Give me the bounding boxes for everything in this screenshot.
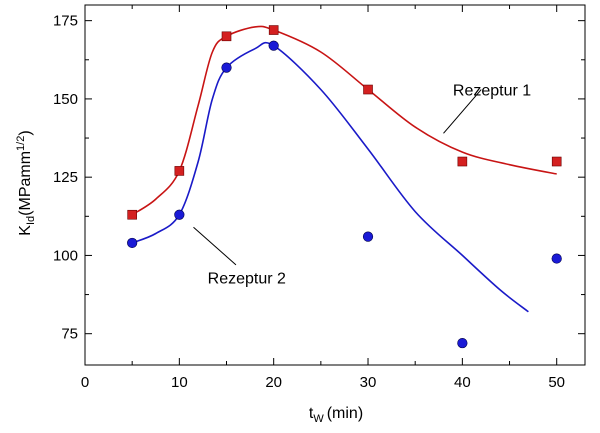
point-rezeptur-2 — [268, 40, 279, 51]
x-tick-label: 30 — [360, 374, 377, 391]
point-rezeptur-2 — [551, 253, 562, 264]
x-axis-label: tW (min) — [309, 405, 363, 425]
point-rezeptur-1 — [127, 209, 137, 220]
point-rezeptur-1 — [174, 166, 185, 176]
y-tick-label: 75 — [61, 326, 78, 343]
annotation-rezeptur-2: Rezeptur 2 — [208, 270, 286, 287]
point-rezeptur-1 — [268, 25, 279, 35]
x-tick-label: 0 — [81, 374, 89, 391]
x-tick-label: 40 — [454, 374, 471, 391]
point-rezeptur-1 — [363, 84, 373, 95]
point-rezeptur-1 — [221, 31, 232, 42]
curve-rezeptur-1 — [131, 25, 557, 216]
curve-rezeptur-2 — [131, 41, 529, 313]
point-rezeptur-2 — [221, 62, 232, 73]
pointer-rezeptur-2 — [193, 226, 237, 266]
y-tick-label: 125 — [53, 169, 78, 186]
series-curves — [131, 25, 557, 313]
plot-frame — [84, 4, 586, 366]
point-rezeptur-2 — [362, 231, 374, 242]
plot-area — [84, 4, 586, 366]
x-tick-label: 10 — [171, 374, 188, 391]
point-rezeptur-1 — [551, 156, 562, 167]
point-rezeptur-2 — [174, 209, 185, 220]
annotation-rezeptur-1: Rezeptur 1 — [453, 83, 531, 100]
point-rezeptur-2 — [457, 337, 468, 349]
data-points — [127, 25, 562, 349]
annotations: Rezeptur 1 Rezeptur 2 — [208, 83, 532, 288]
y-tick-label: 150 — [53, 91, 78, 108]
point-rezeptur-2 — [127, 237, 138, 249]
x-tick-label: 20 — [265, 374, 282, 391]
y-tick-label: 175 — [53, 13, 78, 30]
axis-ticks: 0 10 20 30 40 50 75 100 125 150 175 — [53, 5, 585, 391]
x-tick-label: 50 — [548, 374, 565, 391]
y-axis-label: KId(MPamm1/2) — [15, 130, 37, 235]
point-rezeptur-1 — [457, 156, 468, 167]
y-tick-label: 100 — [53, 247, 78, 264]
pointer-rezeptur-1 — [443, 89, 482, 134]
